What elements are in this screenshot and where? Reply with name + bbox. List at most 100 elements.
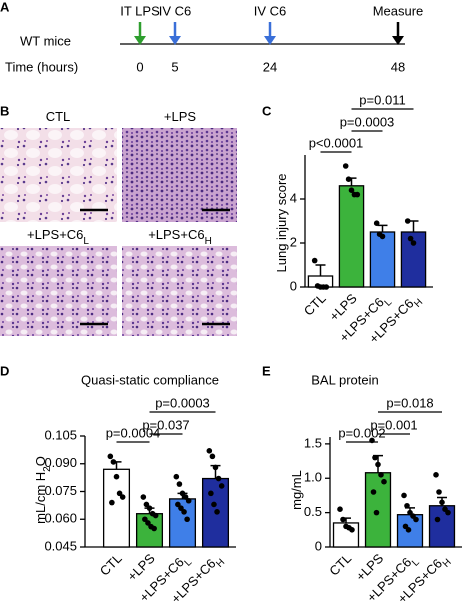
micrograph — [0, 128, 117, 222]
data-point — [436, 489, 442, 495]
data-point — [340, 516, 346, 523]
data-point — [145, 520, 151, 526]
y-tick-label: 0 — [315, 538, 322, 553]
data-point — [337, 506, 343, 512]
data-point — [379, 233, 386, 240]
time-tick-label: 0 — [136, 59, 143, 74]
data-point — [182, 494, 189, 500]
data-point — [378, 472, 384, 478]
chart-title: Quasi-static compliance — [81, 372, 219, 387]
y-axis-label-suffix: O — [33, 456, 48, 466]
y-tick-label: 4 — [290, 190, 297, 205]
panel-label: A — [0, 0, 10, 14]
significance-label: p<0.0001 — [309, 135, 364, 150]
data-point — [208, 490, 214, 497]
bar — [428, 505, 456, 548]
error-bar — [408, 220, 419, 232]
panel-label: E — [262, 363, 271, 378]
x-tick-label: CTL — [97, 551, 125, 579]
data-point — [109, 499, 115, 506]
image-label-text: +LPS+C6 — [148, 227, 204, 242]
y-tick-label: 0 — [290, 278, 297, 293]
data-point — [405, 527, 412, 533]
micrograph — [122, 246, 237, 336]
image-label-text: +LPS+C6 — [27, 227, 83, 242]
data-point — [370, 489, 377, 495]
image-label-text: +LPS — [164, 109, 196, 124]
significance-label: p=0.0003 — [340, 114, 395, 129]
panel-label: D — [0, 363, 9, 378]
micrograph — [0, 246, 117, 336]
bar — [135, 513, 164, 548]
y-tick-label: 1.0 — [304, 470, 322, 485]
bar — [369, 231, 396, 288]
data-point — [211, 501, 217, 508]
data-point — [140, 494, 147, 500]
data-point — [184, 516, 190, 523]
data-point — [142, 516, 148, 523]
significance-label: p=0.0003 — [155, 395, 210, 410]
data-point — [404, 502, 410, 509]
time-tick-label: 24 — [263, 59, 277, 74]
data-point — [206, 448, 213, 454]
significance-label: p=0.018 — [386, 395, 433, 410]
data-point — [375, 461, 381, 468]
event-label: IV C6 — [159, 3, 192, 18]
data-point — [433, 472, 439, 478]
data-point — [342, 163, 349, 169]
data-point — [372, 454, 378, 461]
data-point — [345, 176, 352, 182]
y-axis-label-text: mg/mL — [289, 470, 304, 510]
data-point — [175, 501, 181, 508]
data-point — [179, 490, 186, 497]
data-point — [373, 220, 380, 226]
image-label-text: CTL — [46, 109, 71, 124]
data-point — [348, 187, 355, 193]
panel-label: B — [0, 103, 9, 118]
image-label-subscript: H — [205, 236, 212, 247]
y-tick-label: 1.5 — [304, 435, 322, 450]
y-tick-label: 2 — [290, 234, 297, 249]
data-point — [185, 497, 192, 504]
data-point — [311, 257, 318, 264]
bar — [338, 185, 365, 288]
y-tick-label: 0.045 — [44, 538, 77, 553]
y-axis-label-text: mL/cm H — [33, 472, 48, 524]
x-tick-label-text: CTL — [97, 551, 125, 579]
data-point — [113, 473, 120, 480]
data-point — [323, 284, 330, 290]
data-point — [152, 512, 159, 519]
image-label: +LPS+C6L — [27, 227, 89, 247]
y-axis-label: mL/cm H2O — [33, 456, 53, 524]
event-arrowhead — [169, 36, 181, 45]
data-point — [413, 516, 419, 523]
time-tick-label: 48 — [391, 59, 405, 74]
data-point — [151, 525, 157, 532]
y-axis-label-text: Lung injury score — [274, 174, 289, 273]
significance-label: p=0.0004 — [106, 425, 161, 440]
event-label: Measure — [373, 3, 424, 18]
y-axis-label: Lung injury score — [274, 174, 289, 273]
data-point — [434, 516, 441, 523]
panel-label: C — [262, 103, 272, 118]
data-point — [178, 505, 184, 511]
event-label: IT LPS — [120, 3, 160, 18]
row-label: WT mice — [20, 33, 71, 48]
significance-label: p=0.037 — [142, 417, 189, 432]
error-bar — [377, 224, 388, 232]
time-tick-label: 5 — [171, 59, 178, 74]
data-point — [404, 218, 411, 224]
data-point — [110, 459, 117, 465]
y-axis-label: mg/mL — [289, 470, 304, 510]
image-label: +LPS — [164, 109, 196, 124]
y-tick-label: 0.5 — [304, 504, 322, 519]
data-point — [119, 494, 126, 500]
data-point — [410, 240, 417, 246]
x-tick-label: CTL — [301, 291, 329, 319]
data-point — [354, 191, 361, 198]
x-tick-label-text: CTL — [301, 291, 329, 319]
data-point — [209, 453, 216, 460]
data-point — [146, 505, 153, 511]
event-label: IV C6 — [254, 3, 287, 18]
